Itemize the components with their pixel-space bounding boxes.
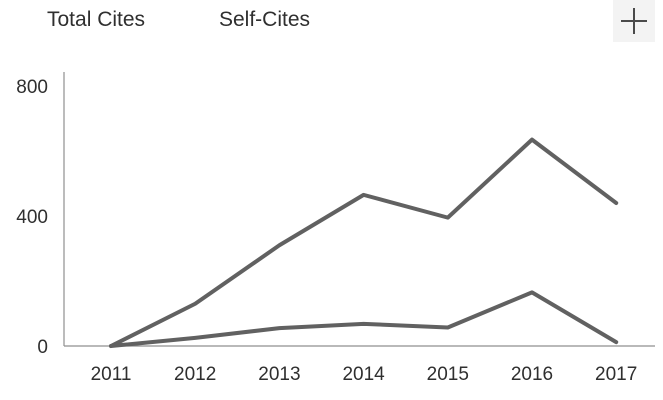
citations-line-chart: 0 400 800 2011 2012 2013 2014 2015 2016 2017 [16,72,655,385]
x-axis-ticks: 2011 2012 2013 2014 2015 2016 2017 [91,364,638,385]
chart-axes [63,72,655,347]
tab-total-cites[interactable]: Total Cites [47,8,146,31]
series-line-self-cites [109,290,619,348]
y-tick-label-0: 0 [37,337,48,358]
x-tick-label-2017: 2017 [595,364,637,385]
y-axis-ticks: 0 400 800 [16,77,48,358]
x-tick-label-2014: 2014 [342,364,385,385]
series-line-total-cites [109,137,619,348]
tab-self-cites[interactable]: Self-Cites [219,8,311,31]
x-tick-label-2015: 2015 [427,364,469,385]
x-tick-label-2012: 2012 [174,364,216,385]
x-tick-label-2013: 2013 [258,364,300,385]
y-tick-label-400: 400 [16,207,48,228]
x-tick-label-2016: 2016 [511,364,553,385]
chart-series [109,137,619,348]
x-tick-label-2011: 2011 [91,364,132,385]
y-tick-label-800: 800 [16,77,48,98]
plus-icon [621,8,647,34]
add-button[interactable] [613,0,655,42]
